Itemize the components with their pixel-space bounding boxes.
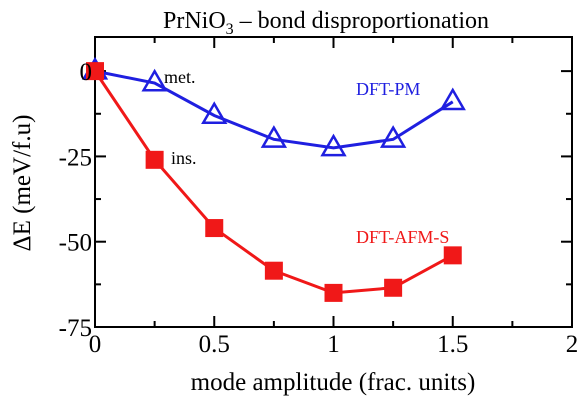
data-point-triangle	[201, 101, 228, 124]
annotation-ins: ins.	[171, 148, 197, 168]
data-point-square	[205, 219, 224, 238]
axis-ticks	[94, 37, 573, 328]
data-point-triangle	[320, 133, 347, 157]
legend-label-dft-afm-s: DFT-AFM-S	[356, 227, 449, 247]
data-point-triangle	[379, 125, 407, 148]
series-line	[94, 69, 454, 150]
y-tick-label: -50	[59, 230, 92, 257]
data-point-triangle	[141, 68, 168, 92]
x-tick-label: 1	[327, 331, 340, 358]
chart-title-subscript: 3	[226, 21, 234, 38]
series-dft-afm-s	[86, 62, 462, 302]
series-layer	[81, 56, 466, 302]
legend-label-dft-pm: DFT-PM	[356, 79, 420, 99]
chart-title-main: PrNiO	[163, 8, 226, 34]
data-point-triangle	[260, 125, 288, 148]
y-axis-label: ΔE (meV/f.u)	[9, 115, 36, 252]
chart-title-rest: – bond disproportionation	[234, 8, 489, 34]
x-tick-label: 0	[89, 331, 102, 358]
x-tick-label: 0.5	[199, 331, 230, 358]
series-line	[93, 70, 454, 295]
data-point-square	[86, 62, 104, 81]
chart-title: PrNiO3 – bond disproportionation	[163, 8, 489, 38]
data-point-triangle	[439, 87, 466, 111]
x-axis-label: mode amplitude (frac. units)	[191, 369, 476, 396]
data-point-square	[264, 261, 283, 280]
tick-labels: 0 0.5 1 1.5 2 0 -25 -50 -75	[59, 59, 577, 358]
data-point-square	[443, 246, 462, 265]
y-tick-label: 0	[80, 59, 93, 86]
y-tick-label: -25	[59, 144, 92, 171]
y-tick-label: -75	[59, 315, 92, 342]
x-tick-label: 2	[566, 331, 577, 358]
x-tick-label: 1.5	[437, 331, 468, 358]
data-point-square	[145, 150, 164, 169]
data-point-square	[384, 278, 403, 297]
data-point-square	[324, 283, 343, 302]
annotation-met: met.	[164, 67, 196, 87]
